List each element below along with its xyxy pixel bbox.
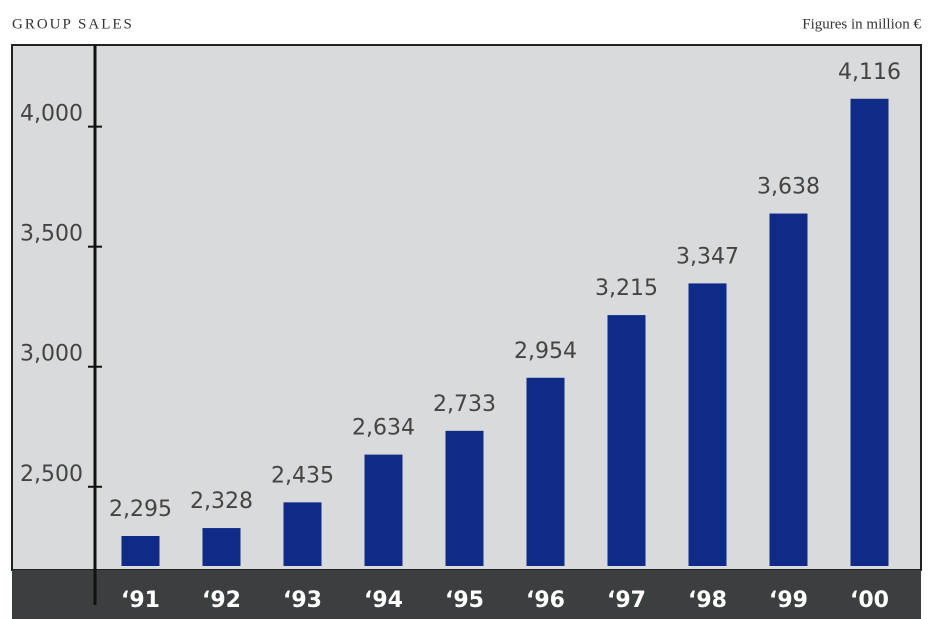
y-tick-label: 2,500 xyxy=(20,462,83,487)
value-label: 2,733 xyxy=(433,392,496,417)
value-label: 3,347 xyxy=(676,244,739,269)
y-tick-label: 3,500 xyxy=(20,222,83,247)
x-tick-label: ‘97 xyxy=(607,588,646,613)
x-tick-label: ‘00 xyxy=(850,588,889,613)
value-label: 3,638 xyxy=(757,175,820,200)
value-label: 2,634 xyxy=(352,416,415,441)
value-label: 2,295 xyxy=(109,497,172,522)
category-band xyxy=(12,570,921,619)
value-label: 2,954 xyxy=(514,339,577,364)
bar xyxy=(283,502,322,566)
x-tick-label: ‘99 xyxy=(769,588,808,613)
value-label: 2,435 xyxy=(271,463,334,488)
bar xyxy=(769,213,808,567)
x-tick-label: ‘98 xyxy=(688,588,727,613)
value-label: 2,328 xyxy=(190,489,253,514)
x-tick-label: ‘96 xyxy=(526,588,565,613)
value-label: 3,215 xyxy=(595,276,658,301)
bar xyxy=(688,283,727,566)
bar xyxy=(526,377,565,566)
chart-subtitle: Figures in million € xyxy=(802,16,921,32)
chart-title: GROUP SALES xyxy=(12,16,134,32)
bar xyxy=(121,535,160,566)
x-tick-label: ‘91 xyxy=(121,588,160,613)
bar xyxy=(445,430,484,566)
bar xyxy=(364,454,403,566)
x-tick-label: ‘93 xyxy=(283,588,322,613)
value-label: 4,116 xyxy=(838,60,901,85)
bar xyxy=(607,315,646,566)
bar xyxy=(850,98,889,567)
y-tick-label: 3,000 xyxy=(20,342,83,367)
y-tick-label: 4,000 xyxy=(20,102,83,127)
x-tick-label: ‘94 xyxy=(364,588,403,613)
x-tick-label: ‘95 xyxy=(445,588,484,613)
bar xyxy=(202,528,241,566)
x-tick-label: ‘92 xyxy=(202,588,241,613)
